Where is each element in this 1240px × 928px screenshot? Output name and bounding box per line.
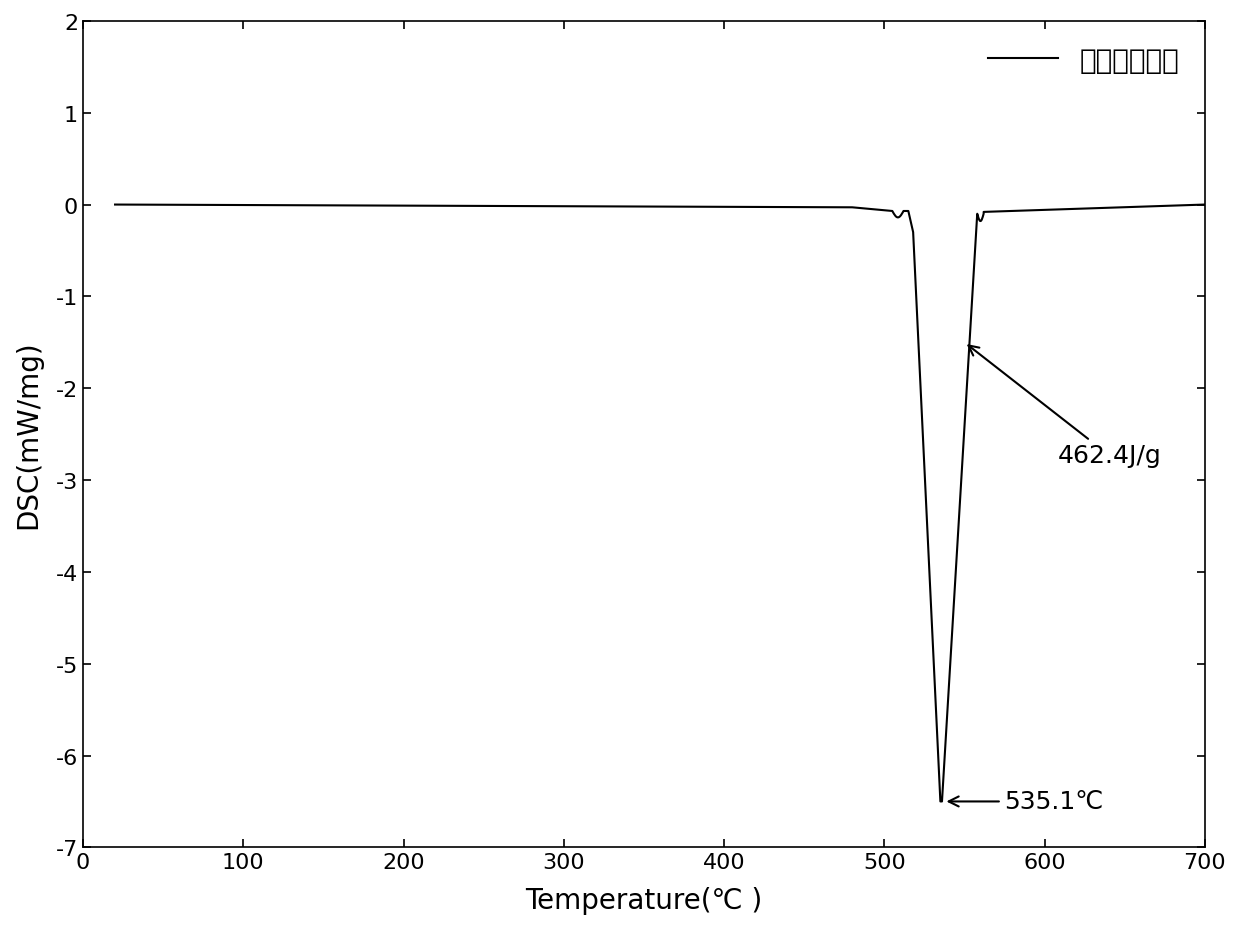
Text: 462.4J/g: 462.4J/g [968, 346, 1161, 468]
Line: 复合相变材料: 复合相变材料 [115, 205, 1205, 802]
Legend: 复合相变材料: 复合相变材料 [977, 36, 1190, 86]
复合相变材料 [928, 681, 942, 692]
复合相变材料 [932, 796, 947, 807]
复合相变材料 [108, 200, 123, 211]
复合相变材料 [495, 201, 510, 213]
Text: 535.1℃: 535.1℃ [949, 790, 1104, 814]
X-axis label: Temperature(℃ ): Temperature(℃ ) [526, 886, 763, 914]
复合相变材料 [822, 202, 837, 213]
复合相变材料 [383, 200, 398, 212]
复合相变材料 [1198, 200, 1213, 211]
Y-axis label: DSC(mW/mg): DSC(mW/mg) [14, 341, 42, 529]
复合相变材料 [1187, 200, 1202, 212]
复合相变材料 [605, 201, 620, 213]
